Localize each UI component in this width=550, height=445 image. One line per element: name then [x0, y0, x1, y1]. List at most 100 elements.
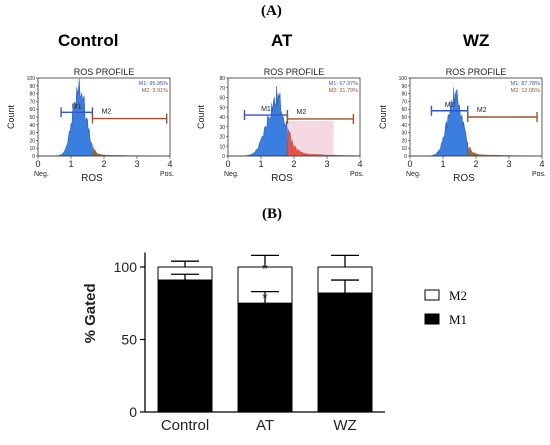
x-tick-label: 0: [35, 159, 40, 169]
bar-y-tick-label: 0: [129, 404, 137, 420]
y-tick-label: 70: [29, 99, 35, 105]
y-tick-label: 40: [29, 123, 35, 129]
x-tick-label: 4: [539, 159, 544, 169]
x-tick-label: 2: [101, 159, 106, 169]
bar-category-label: Control: [161, 417, 209, 434]
y-tick-label: 90: [29, 84, 35, 90]
gated-bar-chart: 0 50 100 % Gated Control * * AT WZ M2 M1: [82, 252, 467, 434]
y-tick-label: 0: [32, 154, 35, 160]
bar-y-tick-label: 50: [121, 332, 137, 348]
pos-label: Pos.: [160, 171, 174, 178]
x-axis-label: ROS: [81, 173, 103, 184]
m1-gate-label: M1: [445, 102, 455, 109]
m2-gate-label: M2: [102, 109, 112, 116]
panel-a-label: (A): [261, 3, 282, 19]
m2-percent-text: M2: 12.05%: [511, 88, 540, 94]
histogram-m1-area: [228, 85, 288, 157]
bar-y-tick-label: 100: [114, 259, 138, 275]
bar-y-axis-label: % Gated: [82, 283, 99, 343]
y-tick-label: 100: [399, 76, 408, 82]
y-tick-label: 30: [29, 131, 35, 137]
y-axis-label: Count: [6, 105, 16, 130]
pos-label: Pos.: [350, 171, 364, 178]
y-tick-label: 80: [29, 92, 35, 98]
y-tick-label: 100: [27, 76, 36, 82]
y-tick-label: 80: [401, 92, 407, 98]
x-tick-label: 3: [134, 159, 139, 169]
histogram-group-title-wz: WZ: [463, 31, 490, 50]
x-tick-label: 3: [324, 159, 329, 169]
m2-percent-text: M2: 3.91%: [142, 88, 168, 94]
histogram-group-title-at: AT: [271, 31, 293, 50]
y-tick-label: 10: [401, 146, 407, 152]
significance-marker-top: *: [262, 260, 268, 276]
y-tick-label: 80: [219, 76, 225, 82]
x-tick-label: 4: [167, 159, 172, 169]
x-tick-label: 3: [506, 159, 511, 169]
y-axis-label: Count: [196, 105, 206, 130]
bar-m1-control: [157, 279, 213, 413]
y-tick-label: 20: [219, 135, 225, 141]
m1-percent-text: M1: 87.78%: [511, 81, 540, 87]
bar-m1-at: [237, 302, 293, 413]
m2-gate-label: M2: [297, 109, 307, 116]
m2-gate-label: M2: [477, 107, 487, 114]
x-axis-label: ROS: [271, 173, 293, 184]
x-tick-label: 1: [258, 159, 263, 169]
y-tick-label: 60: [29, 107, 35, 113]
neg-label: Neg.: [34, 171, 49, 178]
y-tick-label: 30: [219, 125, 225, 131]
y-tick-label: 20: [401, 138, 407, 144]
histogram-title: ROS PROFILE: [446, 67, 507, 77]
legend-swatch-m2: [424, 289, 440, 301]
y-tick-label: 30: [401, 131, 407, 137]
y-tick-label: 40: [219, 115, 225, 121]
y-tick-label: 50: [401, 115, 407, 121]
neg-label: Neg.: [406, 171, 421, 178]
y-axis-label: Count: [378, 105, 388, 130]
x-tick-label: 4: [357, 159, 362, 169]
significance-marker-m1: *: [262, 290, 268, 306]
x-tick-label: 1: [440, 159, 445, 169]
y-tick-label: 0: [222, 154, 225, 160]
y-tick-label: 50: [29, 115, 35, 121]
histogram-m1-area: [38, 78, 93, 157]
y-tick-label: 70: [401, 99, 407, 105]
y-tick-label: 50: [219, 105, 225, 111]
y-tick-label: 0: [404, 154, 407, 160]
histogram-m2-area: [92, 147, 171, 157]
legend-label-m2: M2: [449, 288, 467, 303]
m1-percent-text: M1: 67.97%: [329, 81, 358, 87]
y-tick-label: 20: [29, 138, 35, 144]
bar-category-label: WZ: [333, 417, 356, 434]
m1-percent-text: M1: 95.95%: [139, 81, 168, 87]
legend-label-m1: M1: [449, 312, 467, 327]
legend-swatch-m1: [424, 313, 440, 325]
bar-category-label: AT: [256, 417, 274, 434]
m1-gate-label: M1: [261, 106, 271, 113]
m1-gate-label: M1: [72, 103, 82, 110]
x-tick-label: 1: [68, 159, 73, 169]
m2-percent-text: M2: 31.79%: [329, 88, 358, 94]
histogram-group-title-control: Control: [58, 31, 119, 50]
histogram-m2-area: [287, 128, 361, 157]
bar-m1-wz: [317, 292, 373, 413]
histogram-m2-area: [467, 146, 543, 157]
histogram-title: ROS PROFILE: [264, 67, 325, 77]
histogram-at: ROS PROFILE 0 10 20 30 40 50 60 70 80 0 1 2 3 4 Neg. Pos…: [196, 67, 364, 184]
y-tick-label: 10: [29, 146, 35, 152]
y-tick-label: 60: [401, 107, 407, 113]
x-axis-label: ROS: [453, 173, 475, 184]
y-tick-label: 90: [401, 84, 407, 90]
y-tick-label: 70: [219, 86, 225, 92]
histogram-title: ROS PROFILE: [74, 67, 135, 77]
panel-b-label: (B): [262, 206, 282, 222]
histogram-m1-area: [410, 87, 468, 157]
x-tick-label: 2: [291, 159, 296, 169]
y-tick-label: 40: [401, 123, 407, 129]
x-tick-label: 2: [473, 159, 478, 169]
y-tick-label: 60: [219, 96, 225, 102]
y-tick-label: 10: [219, 144, 225, 150]
